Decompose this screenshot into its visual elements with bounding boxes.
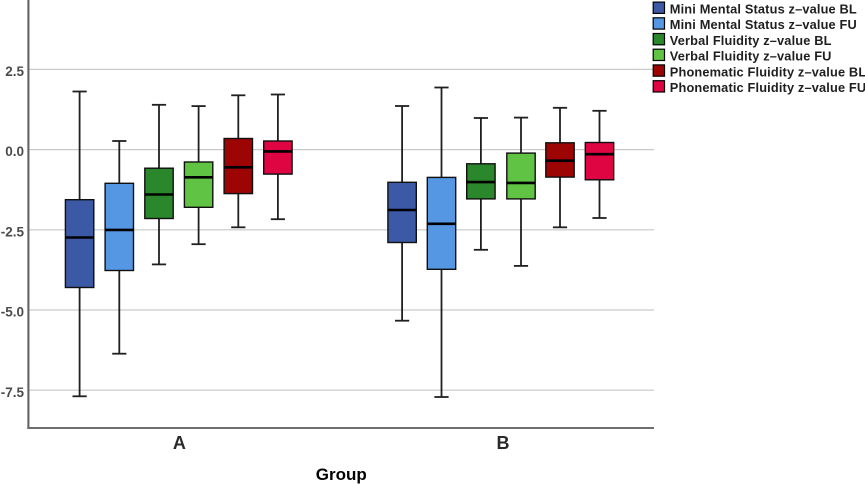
svg-text:2.5: 2.5 — [5, 64, 24, 79]
svg-text:Mini Mental Status z–value FU: Mini Mental Status z–value FU — [670, 17, 857, 32]
svg-text:Phonematic Fluidity z–value FU: Phonematic Fluidity z–value FU — [670, 80, 865, 95]
svg-text:Verbal Fluidity z–value FU: Verbal Fluidity z–value FU — [670, 49, 832, 64]
svg-text:B: B — [497, 433, 510, 453]
svg-text:-7.5: -7.5 — [1, 385, 25, 400]
svg-text:0.0: 0.0 — [5, 144, 24, 159]
svg-text:Group: Group — [316, 465, 367, 484]
svg-text:-5.0: -5.0 — [1, 305, 24, 320]
svg-text:A: A — [173, 433, 186, 453]
svg-text:Mini Mental Status z–value BL: Mini Mental Status z–value BL — [670, 2, 857, 17]
svg-text:-2.5: -2.5 — [1, 224, 25, 239]
svg-text:Phonematic Fluidity z–value BL: Phonematic Fluidity z–value BL — [670, 64, 865, 79]
svg-text:Verbal Fluidity z–value BL: Verbal Fluidity z–value BL — [670, 33, 832, 48]
